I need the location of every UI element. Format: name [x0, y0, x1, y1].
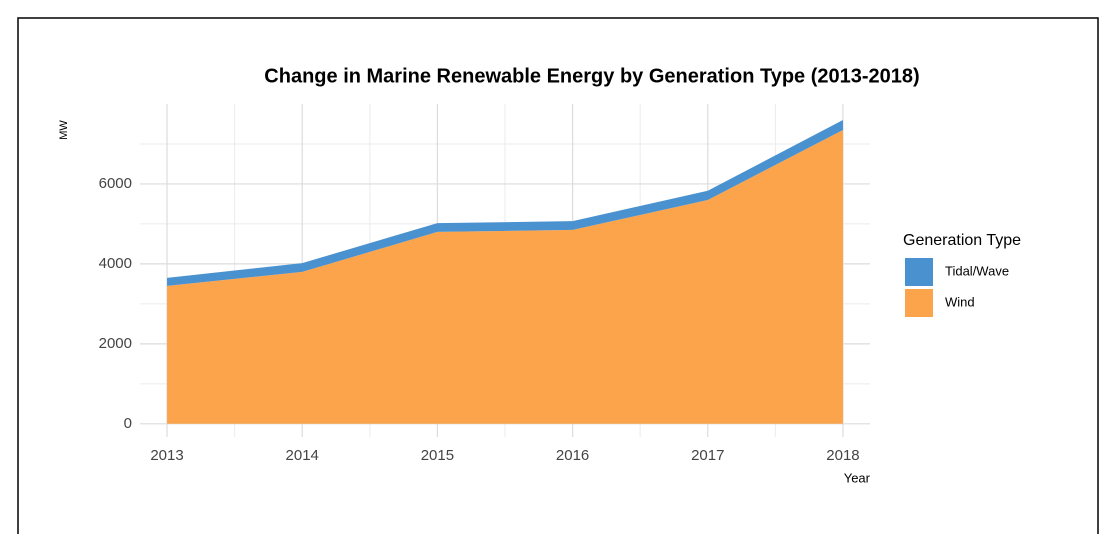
- x-tick-label: 2017: [691, 447, 724, 464]
- y-tick-label: 2000: [99, 335, 132, 352]
- y-axis-label: MW: [58, 120, 70, 140]
- x-tick-label: 2015: [421, 447, 454, 464]
- x-tick-label: 2013: [150, 447, 183, 464]
- legend-swatch: [905, 289, 933, 317]
- x-axis-label: Year: [844, 470, 871, 485]
- y-tick-label: 4000: [99, 255, 132, 272]
- x-tick-label: 2016: [556, 447, 589, 464]
- area: [167, 129, 843, 424]
- x-tick-label: 2018: [826, 447, 859, 464]
- y-tick-label: 6000: [99, 175, 132, 192]
- frame: [17, 17, 1099, 534]
- chart-title: Change in Marine Renewable Energy by Gen…: [264, 65, 919, 87]
- y-tick-label: 0: [124, 415, 132, 432]
- x-tick-label: 2014: [286, 447, 319, 464]
- legend-title: Generation Type: [903, 232, 1021, 249]
- legend-label: Wind: [945, 294, 975, 309]
- legend-label: Tidal/Wave: [945, 263, 1009, 278]
- legend-swatch: [905, 258, 933, 286]
